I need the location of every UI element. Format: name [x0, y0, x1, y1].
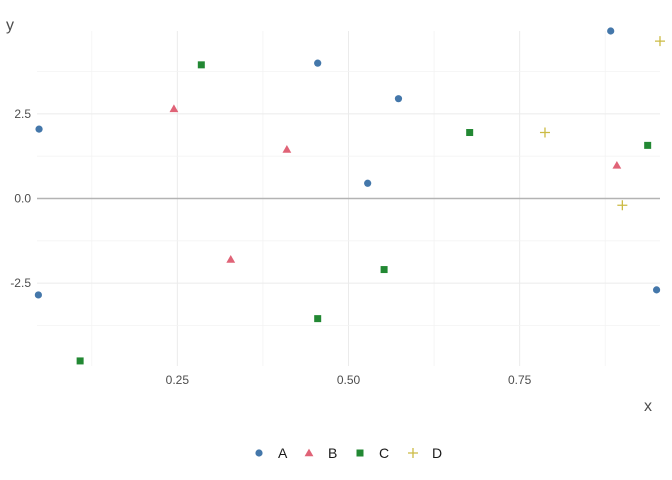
tick-labels: 0.25 0.50 0.75 -2.5 0.0 2.5: [10, 107, 531, 387]
data-point-a: [607, 27, 615, 35]
y-tick-label: -2.5: [10, 276, 31, 290]
y-axis-title: y: [6, 17, 14, 34]
legend: A B C D: [255, 445, 442, 461]
data-point-c: [466, 129, 474, 137]
legend-key-b: [304, 448, 314, 457]
legend-item-d: D: [408, 445, 442, 461]
data-point-b: [282, 145, 292, 153]
data-point-a: [652, 286, 661, 294]
data-point-c: [76, 357, 84, 365]
x-tick-label: 0.75: [508, 373, 532, 387]
data-point-c: [644, 141, 652, 149]
legend-label: A: [278, 445, 288, 461]
data-point-a: [394, 95, 403, 103]
legend-label: B: [328, 445, 337, 461]
data-point-b: [226, 255, 236, 263]
data-point-b: [612, 160, 622, 169]
legend-key-c: [356, 449, 364, 457]
data-point-b: [169, 104, 179, 113]
legend-item-c: C: [356, 445, 389, 461]
legend-key-d: [408, 448, 418, 458]
legend-item-a: A: [255, 445, 288, 461]
legend-label: D: [432, 445, 442, 461]
data-point-a: [364, 179, 372, 187]
data-point-c: [314, 315, 322, 323]
legend-item-b: B: [304, 445, 337, 461]
data-points: [34, 27, 665, 365]
x-tick-label: 0.50: [337, 373, 361, 387]
data-point-c: [197, 61, 205, 69]
data-point-a: [34, 291, 42, 299]
data-point-d: [617, 200, 628, 211]
data-point-d: [539, 127, 550, 138]
y-tick-label: 2.5: [14, 107, 31, 121]
data-point-a: [35, 125, 43, 133]
x-axis-title: x: [644, 398, 652, 415]
legend-label: C: [379, 445, 389, 461]
data-point-d: [655, 36, 665, 47]
data-point-a: [314, 59, 322, 67]
x-tick-label: 0.25: [166, 373, 190, 387]
legend-key-a: [255, 449, 263, 457]
data-point-c: [380, 266, 388, 274]
y-tick-label: 0.0: [14, 192, 31, 206]
